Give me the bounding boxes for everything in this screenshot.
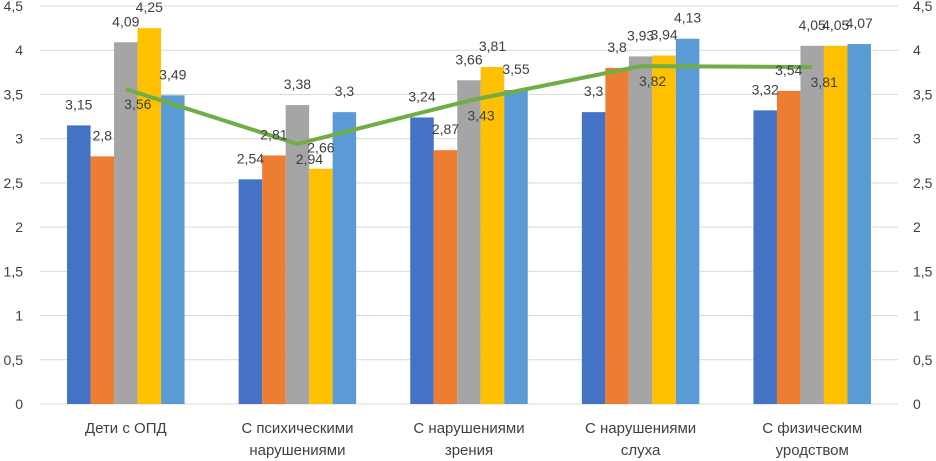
bar bbox=[67, 125, 91, 405]
bar bbox=[800, 45, 824, 405]
y-tick-label: 0 bbox=[15, 396, 23, 412]
bar-data-label: 3,49 bbox=[159, 66, 186, 82]
bar bbox=[137, 28, 162, 404]
bar-data-label: 4,05 bbox=[799, 17, 826, 33]
bar bbox=[262, 155, 286, 404]
category-label: слуха bbox=[621, 442, 661, 459]
bar-data-label: 3,94 bbox=[650, 27, 677, 43]
bar-data-label: 4,13 bbox=[674, 10, 701, 26]
secondary-y-tick-label: 3 bbox=[913, 131, 921, 147]
y-tick-label: 1 bbox=[15, 308, 23, 324]
bar-data-label: 3,24 bbox=[408, 88, 435, 104]
bar-data-label: 3,3 bbox=[584, 83, 604, 99]
y-tick-label: 0,5 bbox=[4, 352, 24, 368]
secondary-y-tick-label: 4,5 bbox=[913, 0, 933, 14]
secondary-y-tick-label: 2 bbox=[913, 219, 921, 235]
bar bbox=[285, 105, 310, 405]
category-label: Дети с ОПД bbox=[85, 420, 167, 437]
bar-data-label: 4,05 bbox=[822, 17, 849, 33]
bar-data-label: 3,54 bbox=[775, 62, 802, 78]
bar bbox=[410, 117, 434, 404]
bar bbox=[823, 45, 848, 405]
y-tick-label: 1,5 bbox=[4, 263, 24, 279]
category-label: С нарушениями bbox=[413, 420, 524, 437]
category-label: С нарушениями bbox=[585, 420, 696, 437]
y-tick-label: 2 bbox=[15, 219, 23, 235]
bar bbox=[332, 112, 357, 404]
line-data-label: 3,56 bbox=[124, 96, 151, 112]
bar-data-label: 3,66 bbox=[455, 51, 482, 67]
y-tick-label: 3 bbox=[15, 131, 23, 147]
bar-data-label: 3,8 bbox=[607, 39, 627, 55]
bar bbox=[309, 168, 333, 404]
bar bbox=[753, 110, 777, 404]
bar-data-label: 2,81 bbox=[260, 126, 287, 142]
bar-data-label: 3,15 bbox=[65, 96, 92, 112]
bar bbox=[90, 156, 115, 404]
line-data-label: 3,81 bbox=[811, 74, 838, 90]
bar-data-label: 4,25 bbox=[136, 0, 163, 15]
bar bbox=[675, 38, 700, 404]
bar bbox=[238, 179, 263, 404]
bar-data-label: 2,8 bbox=[93, 127, 113, 143]
y-tick-label: 4 bbox=[15, 42, 23, 58]
bar-data-label: 4,09 bbox=[112, 13, 139, 29]
bar-data-label: 3,32 bbox=[752, 81, 779, 97]
secondary-y-tick-label: 0,5 bbox=[913, 352, 933, 368]
bar bbox=[605, 67, 629, 405]
secondary-y-tick-label: 3,5 bbox=[913, 86, 933, 102]
secondary-y-tick-label: 1,5 bbox=[913, 263, 933, 279]
bar bbox=[161, 95, 185, 404]
bar bbox=[847, 44, 871, 404]
bar-data-label: 3,3 bbox=[335, 83, 355, 99]
bar bbox=[776, 90, 801, 404]
bar bbox=[628, 56, 653, 405]
category-label: С психическими bbox=[241, 420, 353, 437]
y-tick-label: 4,5 bbox=[4, 0, 24, 14]
y-tick-label: 3,5 bbox=[4, 86, 24, 102]
secondary-y-tick-label: 0 bbox=[913, 396, 921, 412]
bar-data-label: 3,93 bbox=[627, 27, 654, 43]
bar bbox=[433, 150, 458, 404]
bar bbox=[581, 112, 606, 404]
bar bbox=[480, 67, 505, 404]
category-label: нарушениями bbox=[249, 442, 345, 459]
category-label: зрения bbox=[445, 442, 493, 459]
bar-data-label: 2,54 bbox=[237, 150, 264, 166]
bar-data-label: 3,55 bbox=[502, 61, 529, 77]
bar-data-label: 2,87 bbox=[432, 121, 459, 137]
bar bbox=[114, 42, 138, 405]
bar bbox=[504, 90, 528, 405]
bar-data-label: 3,38 bbox=[284, 76, 311, 92]
line-data-label: 3,43 bbox=[467, 108, 494, 124]
secondary-y-tick-label: 1 bbox=[913, 308, 921, 324]
bar-data-label: 2,66 bbox=[307, 140, 334, 156]
bar-data-label: 4,07 bbox=[846, 15, 873, 31]
category-label: С физическим bbox=[762, 420, 862, 437]
line-data-label: 2,94 bbox=[296, 151, 323, 167]
secondary-y-tick-label: 4 bbox=[913, 42, 921, 58]
y-tick-label: 2,5 bbox=[4, 175, 24, 191]
secondary-y-tick-label: 2,5 bbox=[913, 175, 933, 191]
bar bbox=[457, 80, 481, 404]
bar-data-label: 3,81 bbox=[479, 38, 506, 54]
line-data-label: 3,82 bbox=[639, 73, 666, 89]
category-label: уродством bbox=[776, 442, 849, 459]
bar bbox=[652, 55, 676, 404]
